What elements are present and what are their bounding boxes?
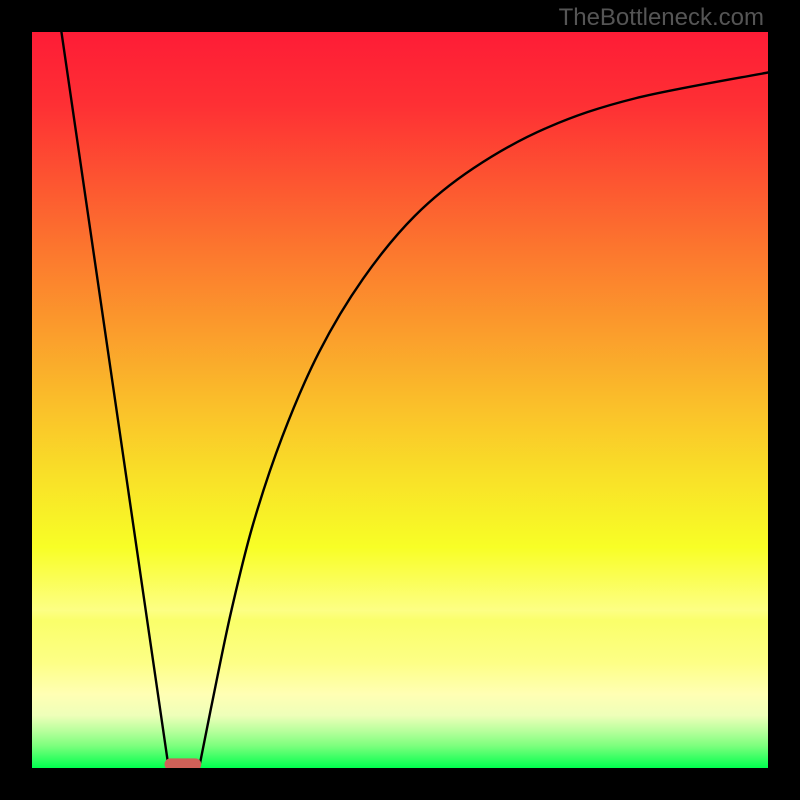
chart-svg [0,0,800,800]
chart-container: TheBottleneck.com [0,0,800,800]
watermark-text: TheBottleneck.com [559,4,764,32]
plot-gradient-background [32,32,768,768]
